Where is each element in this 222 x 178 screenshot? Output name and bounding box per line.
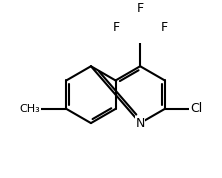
Text: Cl: Cl (190, 102, 202, 115)
Text: N: N (135, 117, 145, 130)
Text: F: F (113, 20, 120, 33)
Text: F: F (161, 20, 168, 33)
Text: F: F (137, 2, 144, 15)
Text: CH₃: CH₃ (20, 104, 40, 114)
